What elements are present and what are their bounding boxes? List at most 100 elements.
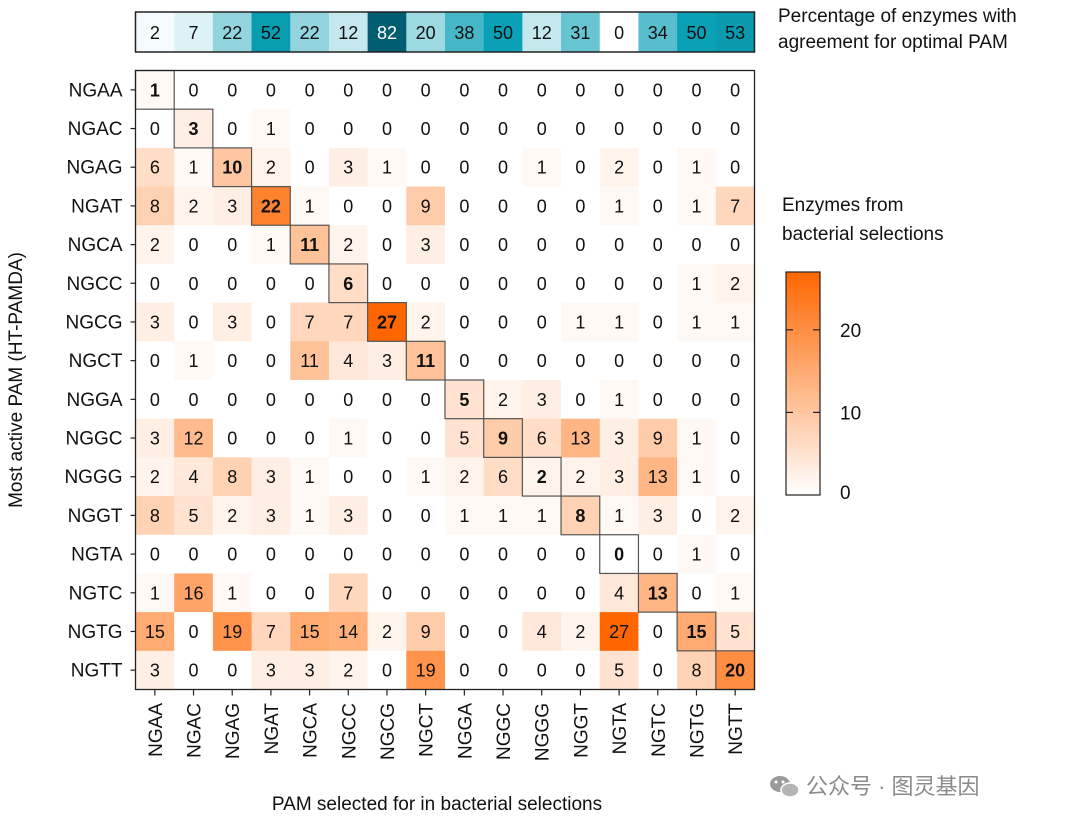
cell-value-label: 0 [459, 545, 469, 565]
cell-value-label: 3 [266, 467, 276, 487]
heatmap-cell [290, 341, 330, 381]
x-tick-label: NGAT [262, 703, 283, 755]
cell-value-label: 1 [730, 312, 740, 332]
agreement-cell [599, 12, 639, 52]
heatmap-cell [251, 380, 291, 420]
cell-value-label: 0 [382, 506, 392, 526]
heatmap-cell [251, 263, 291, 304]
cell-value-label: 5 [189, 506, 199, 526]
heatmap-cell [677, 418, 717, 458]
cell-value-label: 0 [227, 235, 237, 255]
cell-value-label: 0 [421, 158, 431, 178]
cell-value-label: 0 [266, 351, 276, 371]
cell-value-label: 12 [184, 429, 204, 449]
heatmap-cell [290, 302, 330, 342]
heatmap-cell [328, 380, 369, 420]
cell-value-label: 13 [648, 583, 668, 603]
heatmap-cell [522, 263, 562, 304]
agreement-value-label: 20 [416, 23, 436, 43]
cell-value-label: 1 [691, 467, 701, 487]
heatmap-cell [715, 147, 755, 188]
agreement-value-label: 7 [189, 23, 199, 43]
heatmap-cell [367, 380, 407, 420]
cell-value-label: 0 [421, 274, 431, 294]
heatmap-cell [174, 263, 214, 304]
cell-value-label: 2 [343, 235, 353, 255]
cell-value-label: 0 [227, 80, 237, 100]
cell-value-label: 1 [421, 467, 431, 487]
heatmap-cell [367, 418, 407, 458]
y-tick-label: NGGA [67, 390, 123, 411]
cell-value-label: 0 [653, 351, 663, 371]
cell-value-label: 0 [382, 390, 392, 410]
heatmap-cell [328, 109, 369, 149]
heatmap-cell [677, 341, 717, 381]
cell-value-label: 0 [614, 274, 624, 294]
heatmap-cell [522, 341, 562, 381]
cell-value-label: 2 [266, 158, 276, 178]
cell-value-label: 0 [189, 80, 199, 100]
cell-value-label: 2 [459, 467, 469, 487]
x-tick-label: NGGT [571, 703, 592, 758]
heatmap-cell [638, 225, 678, 265]
cell-value-label: 10 [222, 158, 242, 178]
heatmap-cell [715, 341, 755, 381]
heatmap-cell [328, 418, 369, 458]
cell-value-label: 0 [653, 274, 663, 294]
diagonal-cell-outline [367, 302, 407, 342]
cell-value-label: 0 [575, 661, 585, 681]
heatmap-cell [406, 109, 446, 149]
heatmap-cell [483, 186, 523, 226]
cell-value-label: 0 [730, 158, 740, 178]
heatmap-cell [677, 70, 717, 110]
cell-value-label: 0 [382, 119, 392, 139]
cell-value-label: 0 [305, 119, 315, 139]
heatmap-cell [522, 496, 562, 536]
cell-value-label: 1 [614, 312, 624, 332]
cell-value-label: 0 [498, 80, 508, 100]
heatmap-cell [174, 496, 214, 536]
cell-value-label: 0 [189, 661, 199, 681]
heatmap-cell [290, 534, 330, 574]
cell-value-label: 9 [421, 196, 431, 216]
y-tick-label: NGCC [67, 274, 123, 295]
heatmap-cell [174, 70, 214, 110]
heatmap-cell [715, 496, 755, 536]
heatmap-cell [677, 457, 717, 497]
diagonal-cell-outline [521, 456, 562, 497]
cell-value-label: 0 [730, 545, 740, 565]
heatmap-cell [251, 418, 291, 458]
cell-value-label: 0 [459, 351, 469, 371]
y-tick-label: NGTA [71, 545, 123, 566]
heatmap-cell [135, 534, 175, 574]
heatmap-cell [715, 612, 755, 652]
cell-value-label: 0 [227, 661, 237, 681]
cell-value-label: 2 [498, 390, 508, 410]
heatmap-cell [599, 302, 639, 342]
heatmap-cell [251, 341, 291, 381]
y-tick-label: NGTC [69, 583, 123, 604]
agreement-cell [406, 12, 446, 52]
diagonal-cell-outline [483, 418, 523, 458]
cell-value-label: 2 [150, 467, 160, 487]
cell-value-label: 0 [266, 545, 276, 565]
cell-value-label: 0 [382, 429, 392, 449]
watermark: 公众号 · 图灵基因 [770, 774, 980, 799]
y-tick-label: NGCG [66, 312, 123, 333]
x-tick-label: NGAA [146, 703, 167, 757]
heatmap-cell [174, 457, 214, 497]
heatmap-cell [290, 496, 330, 536]
cell-value-label: 9 [421, 622, 431, 642]
cell-value-label: 1 [537, 158, 547, 178]
cell-value-label: 2 [730, 506, 740, 526]
heatmap-cell [212, 573, 253, 613]
cell-value-label: 0 [614, 351, 624, 371]
heatmap-cell [561, 147, 601, 188]
cell-value-label: 0 [575, 545, 585, 565]
y-tick-label: NGTT [71, 661, 123, 682]
heatmap-cell [367, 573, 407, 613]
heatmap-cell [561, 186, 601, 226]
heatmap-cell [638, 457, 678, 497]
heatmap-cell [251, 109, 291, 149]
heatmap-cell [212, 109, 253, 149]
